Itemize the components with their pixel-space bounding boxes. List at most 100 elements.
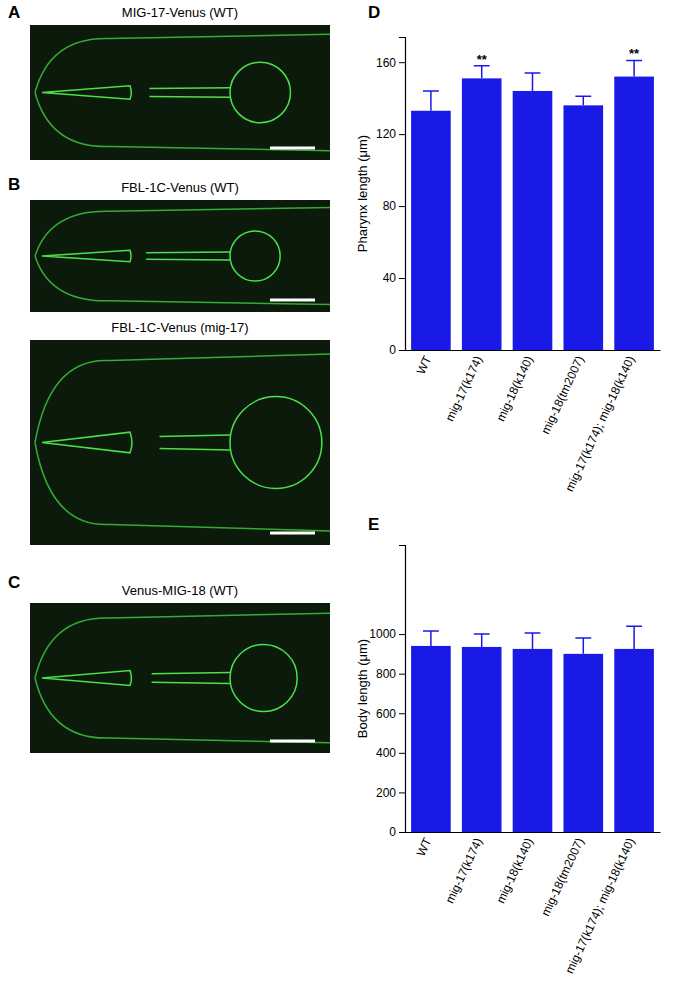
y-axis-title: Body length (μm) <box>355 639 370 738</box>
y-tick: 120 <box>376 127 405 141</box>
x-tick: mig-18(tm2007) <box>538 836 586 919</box>
error-bar <box>423 91 439 111</box>
image-title: MIG-17-Venus (WT) <box>122 5 238 20</box>
x-tick: mig-18(k140) <box>493 354 536 424</box>
x-tick-label: mig-17(k174); mig-18(k140) <box>562 836 637 976</box>
error-bar <box>474 66 490 79</box>
bar-chart: E 0 200 400 600 800 1000 WT mig-17(k174)mig-18(k… <box>355 515 661 976</box>
y-tick-mark <box>399 832 405 833</box>
bar <box>614 649 654 832</box>
panel-letter: B <box>8 175 20 194</box>
y-tick-label: 80 <box>383 199 397 213</box>
x-tick: mig-18(tm2007) <box>538 354 586 437</box>
error-bar <box>423 631 439 646</box>
error-bar <box>626 626 642 649</box>
x-tick-label: mig-17(k174); mig-18(k140) <box>562 354 637 494</box>
bar <box>614 77 654 350</box>
terminal-bulb <box>230 62 290 122</box>
y-tick-label: 120 <box>376 127 396 141</box>
micrograph <box>30 200 330 312</box>
error-bar <box>525 633 541 649</box>
y-tick: 0 <box>389 343 405 357</box>
bar <box>513 649 553 832</box>
pharynx-outline <box>42 86 230 100</box>
scale-bar <box>270 532 315 535</box>
x-tick-label: WT <box>414 835 435 858</box>
scale-bar <box>270 147 315 150</box>
y-axis: 0 40 80 120 160 <box>376 38 406 358</box>
y-tick-mark <box>399 206 405 207</box>
significance-mark: ** <box>629 46 640 61</box>
y-tick-label: 0 <box>389 825 396 839</box>
image-title: FBL-1C-Venus (mig-17) <box>111 320 248 335</box>
significance-mark: ** <box>477 52 488 67</box>
terminal-bulb <box>230 397 322 489</box>
figure: A MIG-17-Venus (WT) B FBL-1C-Venus (WT) FBL-… <box>0 0 677 1000</box>
error-bar <box>575 96 591 105</box>
body-outline <box>35 354 330 531</box>
y-tick: 400 <box>376 746 405 760</box>
x-tick-label: mig-18(k140) <box>493 836 536 906</box>
bar <box>563 654 603 832</box>
plot-marks <box>411 626 654 832</box>
pharynx-outline <box>42 250 230 261</box>
x-tick-label: mig-18(tm2007) <box>538 836 586 919</box>
y-tick-mark <box>399 674 405 675</box>
plot-marks <box>411 60 654 350</box>
error-bar <box>474 634 490 647</box>
y-tick: 600 <box>376 707 405 721</box>
x-tick-label: WT <box>414 353 435 376</box>
micrograph <box>30 603 330 753</box>
x-tick-label: mig-17(k174) <box>443 354 486 424</box>
x-tick: mig-17(k174) <box>443 836 486 906</box>
scale-bar <box>270 740 315 743</box>
bar <box>563 105 603 350</box>
body-outline <box>35 208 330 305</box>
y-tick-label: 400 <box>376 746 396 760</box>
error-bar <box>525 73 541 91</box>
panel-letter: A <box>8 3 20 22</box>
x-tick: mig-18(k140) <box>493 836 536 906</box>
x-tick: WT <box>414 835 435 858</box>
y-tick: 1000 <box>369 627 405 641</box>
y-tick: 0 <box>389 825 405 839</box>
image-title: Venus-MIG-18 (WT) <box>122 583 238 598</box>
panel-letter: E <box>368 515 379 534</box>
y-tick-mark <box>399 350 405 351</box>
x-tick: mig-17(k174) <box>443 354 486 424</box>
y-tick: 800 <box>376 667 405 681</box>
y-tick-label: 600 <box>376 707 396 721</box>
body-outline <box>35 34 330 151</box>
x-axis: WT mig-17(k174)mig-18(k140)mig-18(tm2007)… <box>406 351 661 494</box>
terminal-bulb <box>230 644 297 711</box>
micrograph-background <box>30 603 330 753</box>
micrograph <box>30 25 330 160</box>
image-title: FBL-1C-Venus (WT) <box>121 180 239 195</box>
micrograph-background <box>30 200 330 312</box>
pharynx-outline <box>42 670 230 685</box>
x-axis: WT mig-17(k174)mig-18(k140)mig-18(tm2007)… <box>406 833 661 976</box>
y-tick-label: 800 <box>376 667 396 681</box>
y-tick: 160 <box>376 56 405 70</box>
y-tick-mark <box>399 134 405 135</box>
y-tick: 200 <box>376 786 405 800</box>
error-bar <box>626 60 642 76</box>
y-tick-mark <box>399 278 405 279</box>
bar <box>462 647 502 832</box>
x-tick: WT <box>414 353 435 376</box>
micrograph <box>30 340 330 545</box>
bar <box>411 111 451 350</box>
panel-letter: C <box>8 573 20 592</box>
y-tick-mark <box>399 753 405 754</box>
x-tick-label: mig-17(k174) <box>443 836 486 906</box>
y-tick: 40 <box>383 271 405 285</box>
x-tick-label: mig-18(tm2007) <box>538 354 586 437</box>
body-outline <box>35 613 330 743</box>
y-axis-line <box>399 38 406 351</box>
y-tick-label: 1000 <box>369 627 396 641</box>
micrograph-background <box>30 340 330 545</box>
pharynx-outline <box>42 432 230 453</box>
terminal-bulb <box>230 231 280 281</box>
x-tick-label: mig-18(k140) <box>493 354 536 424</box>
y-tick-mark <box>399 634 405 635</box>
